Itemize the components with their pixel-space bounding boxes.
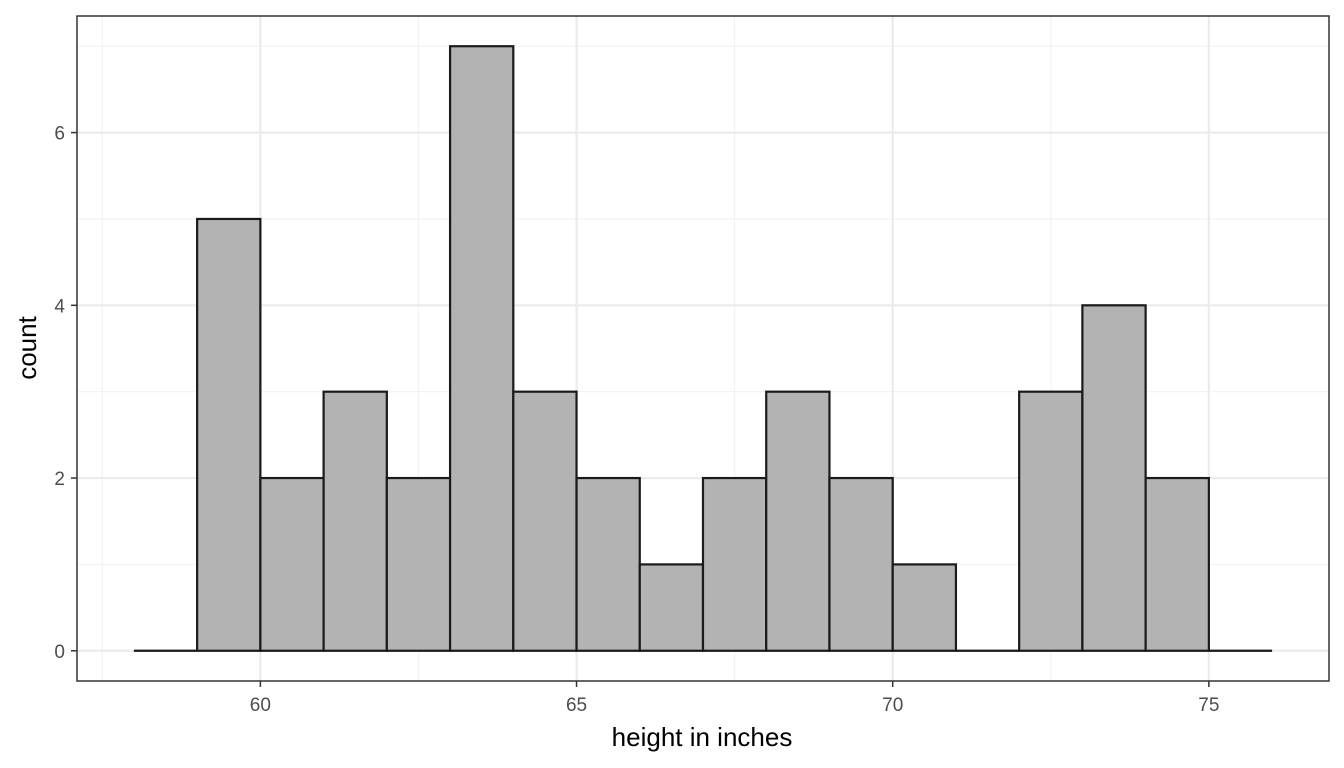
histogram-bar — [575, 476, 641, 652]
histogram-bar — [638, 563, 705, 652]
histogram-bars — [133, 45, 1273, 652]
histogram-bar — [891, 563, 958, 652]
histogram-bar — [701, 476, 768, 652]
histogram-bar — [448, 45, 515, 652]
y-tick-label: 6 — [54, 124, 65, 145]
histogram-bar — [765, 390, 831, 652]
histogram-bar — [1018, 390, 1084, 652]
histogram-bar — [322, 390, 388, 652]
y-axis-title: count — [12, 315, 42, 379]
histogram-bar — [512, 390, 578, 652]
histogram-bar — [1081, 304, 1147, 652]
histogram-bar — [196, 217, 262, 652]
histogram-bar — [259, 476, 325, 652]
x-axis: 60 65 70 75 — [250, 681, 1219, 716]
x-tick-label: 60 — [250, 695, 271, 716]
x-tick-label: 65 — [566, 695, 587, 716]
y-tick-label: 2 — [54, 469, 65, 490]
x-tick-label: 75 — [1198, 695, 1219, 716]
y-tick-label: 0 — [54, 642, 65, 663]
y-tick-label: 4 — [54, 296, 65, 317]
histogram-bar — [385, 476, 452, 652]
x-axis-title: height in inches — [612, 722, 793, 752]
y-axis: 0 2 4 6 — [54, 124, 77, 663]
x-tick-label: 70 — [882, 695, 903, 716]
histogram-bar — [1144, 476, 1210, 652]
histogram-bar — [828, 476, 894, 652]
panel-border — [76, 15, 1330, 682]
